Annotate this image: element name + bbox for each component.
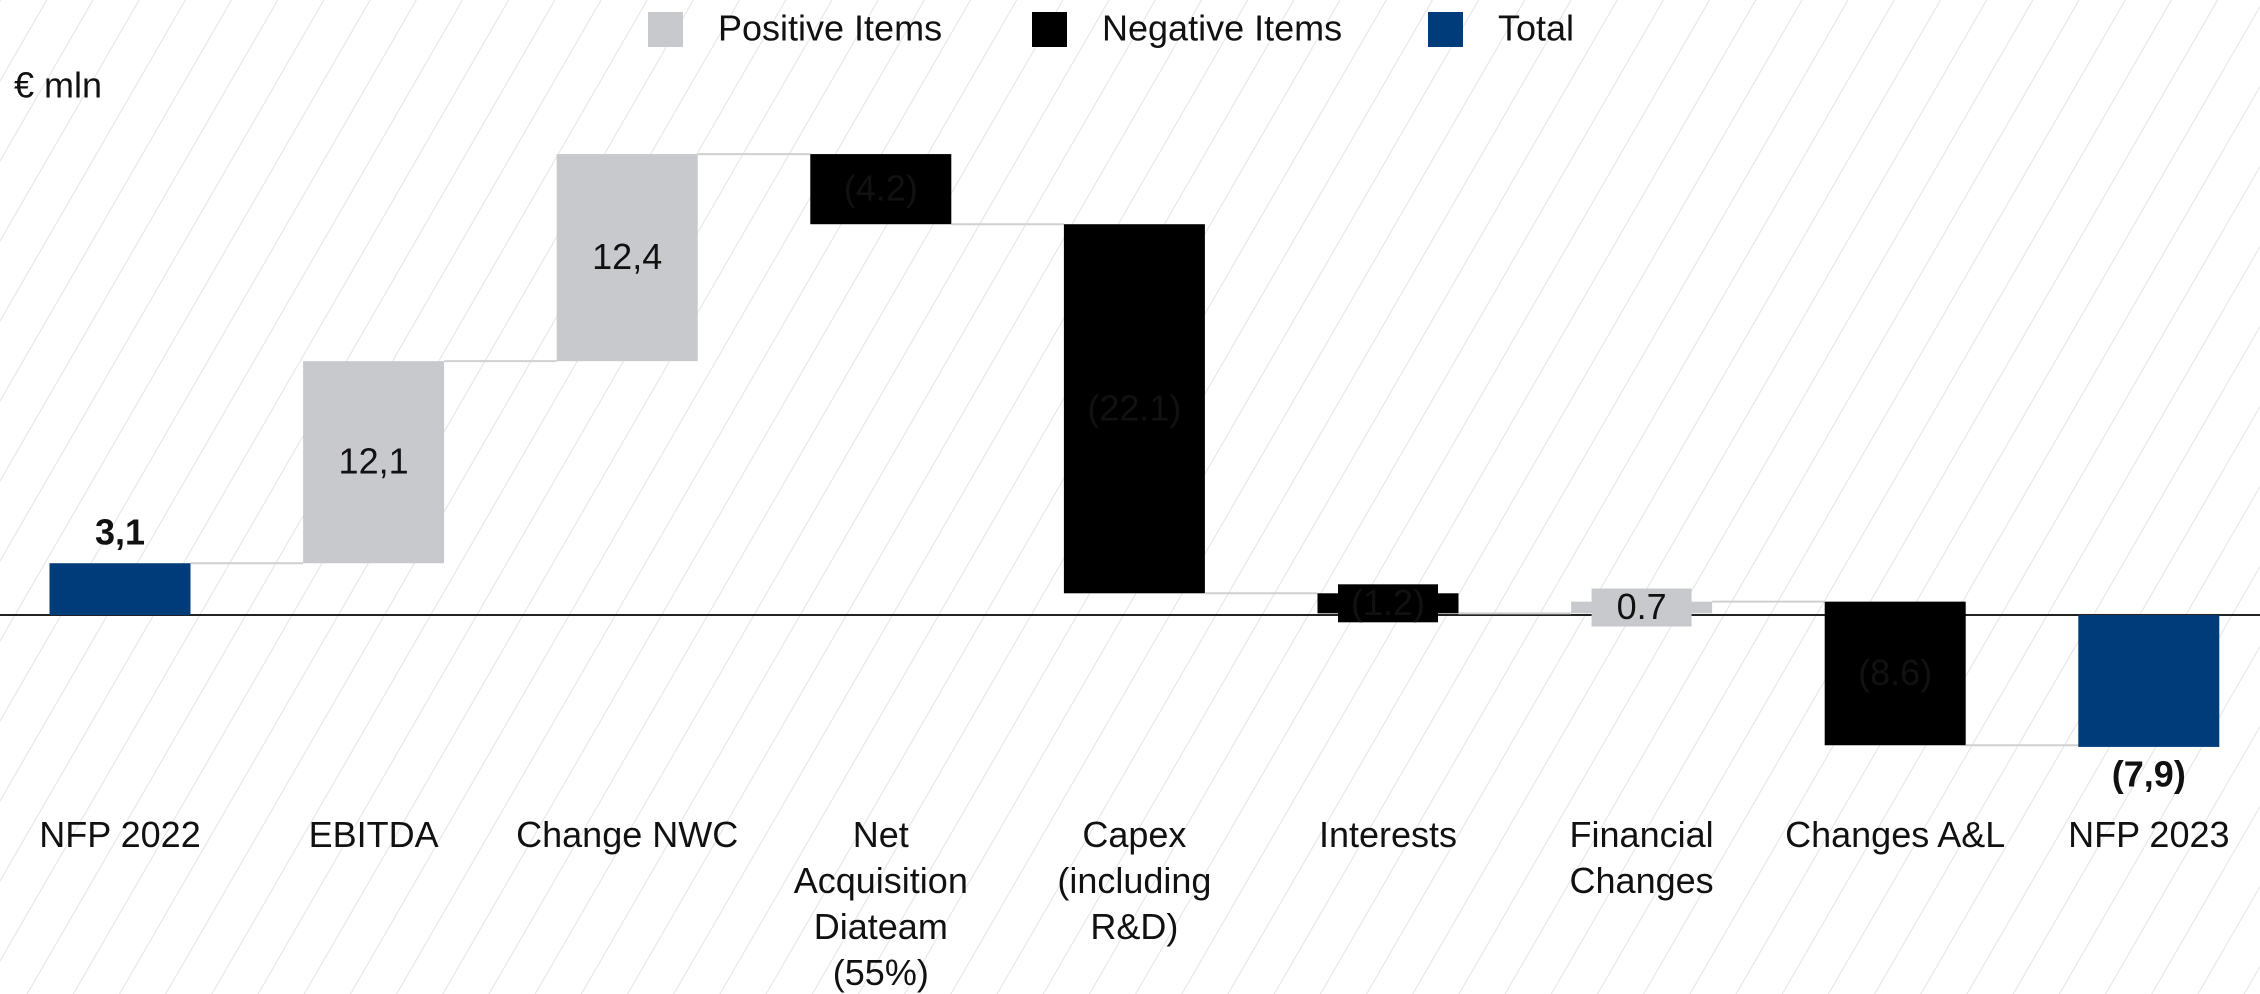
x-tick-label-line: Change NWC — [516, 814, 738, 855]
x-tick-label-line: Financial — [1570, 814, 1714, 855]
value-label: (4.2) — [844, 168, 918, 209]
x-tick-label-line: EBITDA — [309, 814, 439, 855]
value-label: (7,9) — [2112, 753, 2186, 794]
x-tick-label-line: Changes — [1570, 860, 1714, 901]
label-background — [1338, 584, 1438, 623]
x-tick-label-line: Changes A&L — [1785, 814, 2005, 855]
x-tick-label: EBITDA — [309, 814, 439, 855]
x-tick-label-line: (including — [1057, 860, 1211, 901]
x-tick-label: NFP 2023 — [2068, 814, 2229, 855]
label-background — [1591, 588, 1692, 627]
value-label: (8.6) — [1858, 652, 1932, 693]
bar — [556, 154, 698, 362]
legend-label: Total — [1498, 8, 1574, 49]
legend-label: Positive Items — [718, 8, 942, 49]
x-tick-label: Net Acquisition Diateam (55%) — [794, 814, 968, 993]
x-tick-label: NFP 2022 — [39, 814, 200, 855]
x-tick-label: Financial Changes — [1570, 814, 1714, 901]
legend-swatch — [1032, 12, 1067, 47]
x-tick-label-line: Acquisition — [794, 860, 968, 901]
bar — [49, 563, 191, 615]
x-tick-label-line: (55%) — [833, 952, 929, 993]
value-label: (1.2) — [1351, 582, 1425, 623]
x-tick-label: Capex (including R&D) — [1057, 814, 1211, 947]
x-tick-label-line: Net — [853, 814, 909, 855]
unit-label: € mln — [14, 65, 102, 106]
value-label: 12,4 — [592, 236, 662, 277]
x-tick-label: Change NWC — [516, 814, 738, 855]
x-tick-label-line: Capex — [1082, 814, 1186, 855]
bar — [810, 154, 952, 225]
bar — [2078, 615, 2220, 747]
value-label: 3,1 — [95, 512, 145, 553]
x-tick-label-line: NFP 2023 — [2068, 814, 2229, 855]
x-tick-label: Changes A&L — [1785, 814, 2005, 855]
bar — [1824, 601, 1966, 746]
legend-label: Negative Items — [1102, 8, 1342, 49]
x-tick-label-line: NFP 2022 — [39, 814, 200, 855]
x-tick-label: Interests — [1319, 814, 1457, 855]
bar — [1063, 224, 1205, 594]
value-label: 0.7 — [1617, 586, 1667, 627]
value-label: 12,1 — [339, 441, 409, 482]
legend-swatch — [648, 12, 683, 47]
x-tick-label-line: Interests — [1319, 814, 1457, 855]
legend-swatch — [1428, 12, 1463, 47]
value-label: (22.1) — [1087, 387, 1181, 428]
x-tick-label-line: R&D) — [1090, 906, 1178, 947]
bar — [303, 361, 445, 564]
x-tick-label-line: Diateam — [814, 906, 948, 947]
